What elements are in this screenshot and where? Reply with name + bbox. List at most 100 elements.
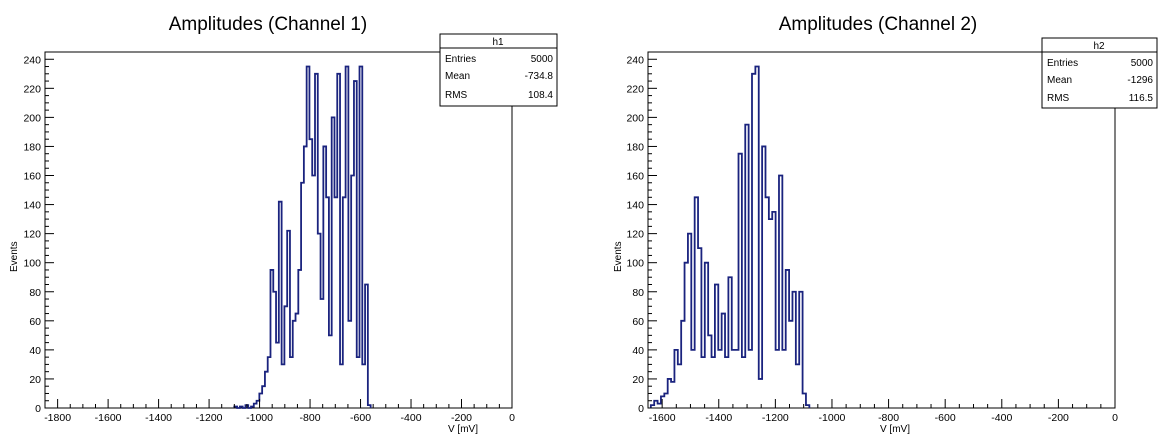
y-tick-label: 220 bbox=[626, 83, 644, 95]
y-tick-label: 20 bbox=[632, 374, 644, 386]
x-tick-label: -800 bbox=[878, 412, 899, 424]
histogram-outline bbox=[233, 65, 372, 409]
y-axis-label-2: Events bbox=[613, 241, 624, 272]
x-tick-label: 0 bbox=[509, 412, 515, 424]
stats-label-rms-2: RMS bbox=[1047, 93, 1070, 104]
x-tick-label: -1800 bbox=[44, 412, 71, 424]
y-tick-label: 120 bbox=[626, 229, 644, 241]
histogram-bin bbox=[725, 357, 728, 408]
histogram-bin bbox=[357, 357, 360, 408]
y-tick-label: 60 bbox=[632, 316, 644, 328]
x-axis-ticks-1: -1800 -1600 -1400 -1200 -1000 -800 -600 -400 -20… bbox=[44, 399, 515, 424]
x-tick-label: -1200 bbox=[762, 412, 789, 424]
x-tick-label: 0 bbox=[1112, 412, 1118, 424]
x-tick-label: -1200 bbox=[196, 412, 223, 424]
histogram-bin bbox=[309, 139, 312, 408]
stats-name-1: h1 bbox=[492, 37, 504, 48]
y-axis-label-1: Events bbox=[9, 241, 20, 272]
stats-label-mean-2: Mean bbox=[1047, 75, 1072, 86]
histogram-bin bbox=[759, 379, 762, 408]
stats-value-entries-1: 5000 bbox=[531, 54, 554, 65]
x-tick-label: -200 bbox=[451, 412, 472, 424]
y-tick-label: 200 bbox=[626, 112, 644, 124]
x-tick-label: -1400 bbox=[705, 412, 732, 424]
y-tick-label: 220 bbox=[23, 83, 41, 95]
histogram-bin bbox=[712, 357, 715, 408]
y-tick-label: 20 bbox=[29, 374, 41, 386]
histogram-bin bbox=[782, 350, 785, 408]
stats-value-mean-2: -1296 bbox=[1127, 75, 1153, 86]
x-axis-label-2: V [mV] bbox=[880, 424, 910, 435]
histogram-bin bbox=[678, 364, 681, 408]
histogram-outline bbox=[649, 65, 811, 408]
y-tick-label: 160 bbox=[626, 171, 644, 183]
stats-label-entries-2: Entries bbox=[1047, 58, 1078, 69]
y-tick-label: 240 bbox=[626, 54, 644, 66]
y-tick-label: 0 bbox=[638, 403, 644, 415]
plot-frame-1 bbox=[44, 51, 513, 409]
x-tick-label: -1600 bbox=[649, 412, 676, 424]
y-axis-ticks-2: 0 20 40 60 80 100 120 140 160 180 200 220 240 bbox=[626, 51, 657, 415]
y-tick-label: 180 bbox=[23, 141, 41, 153]
y-tick-label: 0 bbox=[35, 403, 41, 415]
histogram-bin bbox=[776, 350, 779, 408]
y-tick-label: 180 bbox=[626, 141, 644, 153]
histogram-bin bbox=[769, 219, 772, 408]
x-tick-label: -1000 bbox=[819, 412, 846, 424]
histogram-bin bbox=[749, 350, 752, 408]
stats-name-2: h2 bbox=[1093, 41, 1105, 52]
y-tick-label: 100 bbox=[23, 258, 41, 270]
histogram-bin bbox=[296, 314, 299, 408]
y-tick-label: 140 bbox=[626, 200, 644, 212]
histogram-bin bbox=[691, 350, 694, 408]
y-tick-label: 200 bbox=[23, 112, 41, 124]
y-tick-label: 80 bbox=[632, 287, 644, 299]
histogram-bin bbox=[290, 357, 293, 408]
y-tick-label: 100 bbox=[626, 258, 644, 270]
x-tick-label: -1400 bbox=[145, 412, 172, 424]
stats-value-entries-2: 5000 bbox=[1131, 58, 1154, 69]
histogram-bin bbox=[312, 176, 315, 408]
x-tick-label: -1600 bbox=[95, 412, 122, 424]
histogram-bin bbox=[796, 364, 799, 408]
stats-label-rms-1: RMS bbox=[445, 90, 468, 101]
histogram-bin bbox=[334, 197, 337, 408]
stats-box-1: h1 Entries 5000 Mean -734.8 RMS 108.4 bbox=[439, 33, 558, 107]
histogram-bin bbox=[765, 197, 768, 408]
histogram-bin bbox=[735, 350, 738, 408]
x-tick-label: -600 bbox=[350, 412, 371, 424]
chart-title-2: Amplitudes (Channel 2) bbox=[779, 14, 978, 35]
stats-label-entries-1: Entries bbox=[445, 54, 476, 65]
x-tick-label: -400 bbox=[991, 412, 1012, 424]
stats-label-mean-1: Mean bbox=[445, 71, 470, 82]
x-tick-label: -600 bbox=[935, 412, 956, 424]
histogram-bin bbox=[671, 382, 674, 408]
y-tick-label: 240 bbox=[23, 54, 41, 66]
y-tick-label: 160 bbox=[23, 171, 41, 183]
histogram-bin bbox=[362, 364, 365, 408]
y-tick-label: 120 bbox=[23, 229, 41, 241]
y-tick-label: 40 bbox=[632, 345, 644, 357]
chart-title-1: Amplitudes (Channel 1) bbox=[169, 14, 368, 35]
histogram-bin bbox=[282, 364, 285, 408]
y-tick-label: 40 bbox=[29, 345, 41, 357]
x-tick-label: -1000 bbox=[246, 412, 273, 424]
histogram-series-2 bbox=[649, 65, 811, 408]
y-tick-label: 140 bbox=[23, 200, 41, 212]
x-axis-label-1: V [mV] bbox=[448, 424, 478, 435]
x-tick-label: -800 bbox=[300, 412, 321, 424]
histogram-panel-1: Amplitudes (Channel 1) -1800 -1600 -1400 -1… bbox=[9, 14, 558, 435]
y-tick-label: 60 bbox=[29, 316, 41, 328]
x-tick-label: -200 bbox=[1048, 412, 1069, 424]
x-tick-label: -400 bbox=[401, 412, 422, 424]
x-axis-ticks-2: -1600 -1400 -1200 -1000 -800 -600 -400 -200 0 bbox=[647, 399, 1118, 424]
y-axis-ticks-1: 0 20 40 60 80 100 120 140 160 180 200 220 240 bbox=[23, 51, 54, 415]
plot-frame-2 bbox=[647, 51, 1116, 409]
histogram-bin bbox=[329, 335, 332, 408]
histogram-bin bbox=[348, 321, 351, 408]
y-tick-label: 80 bbox=[29, 287, 41, 299]
histogram-bin bbox=[276, 343, 279, 408]
histogram-bin bbox=[340, 364, 343, 408]
stats-box-2: h2 Entries 5000 Mean -1296 RMS 116.5 bbox=[1041, 37, 1158, 109]
